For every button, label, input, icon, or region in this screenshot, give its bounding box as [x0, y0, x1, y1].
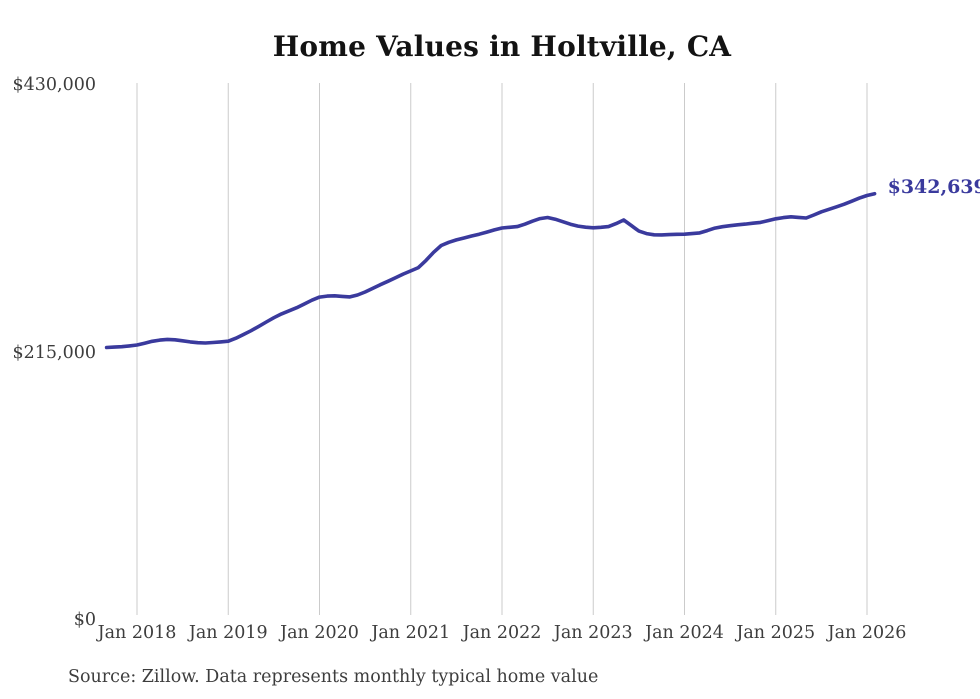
x-tick-label: Jan 2023: [553, 623, 633, 643]
x-tick-label: Jan 2021: [371, 623, 451, 643]
x-tick-label: Jan 2020: [280, 623, 359, 643]
y-tick-label: $430,000: [12, 75, 96, 95]
end-value-annotation: $342,639: [887, 175, 980, 198]
x-tick-label: Jan 2018: [97, 623, 177, 643]
y-tick-label: $0: [73, 610, 96, 630]
x-tick-label: Jan 2026: [827, 623, 907, 643]
source-note: Source: Zillow. Data represents monthly …: [68, 667, 599, 687]
y-tick-label: $215,000: [12, 342, 96, 363]
x-tick-label: Jan 2025: [736, 623, 816, 643]
x-tick-label: Jan 2024: [645, 623, 724, 643]
x-tick-label: Jan 2019: [188, 623, 268, 643]
x-tick-label: Jan 2022: [462, 623, 542, 643]
chart-title: Home Values in Holtville, CA: [272, 30, 732, 63]
home-value-line: [104, 191, 877, 350]
